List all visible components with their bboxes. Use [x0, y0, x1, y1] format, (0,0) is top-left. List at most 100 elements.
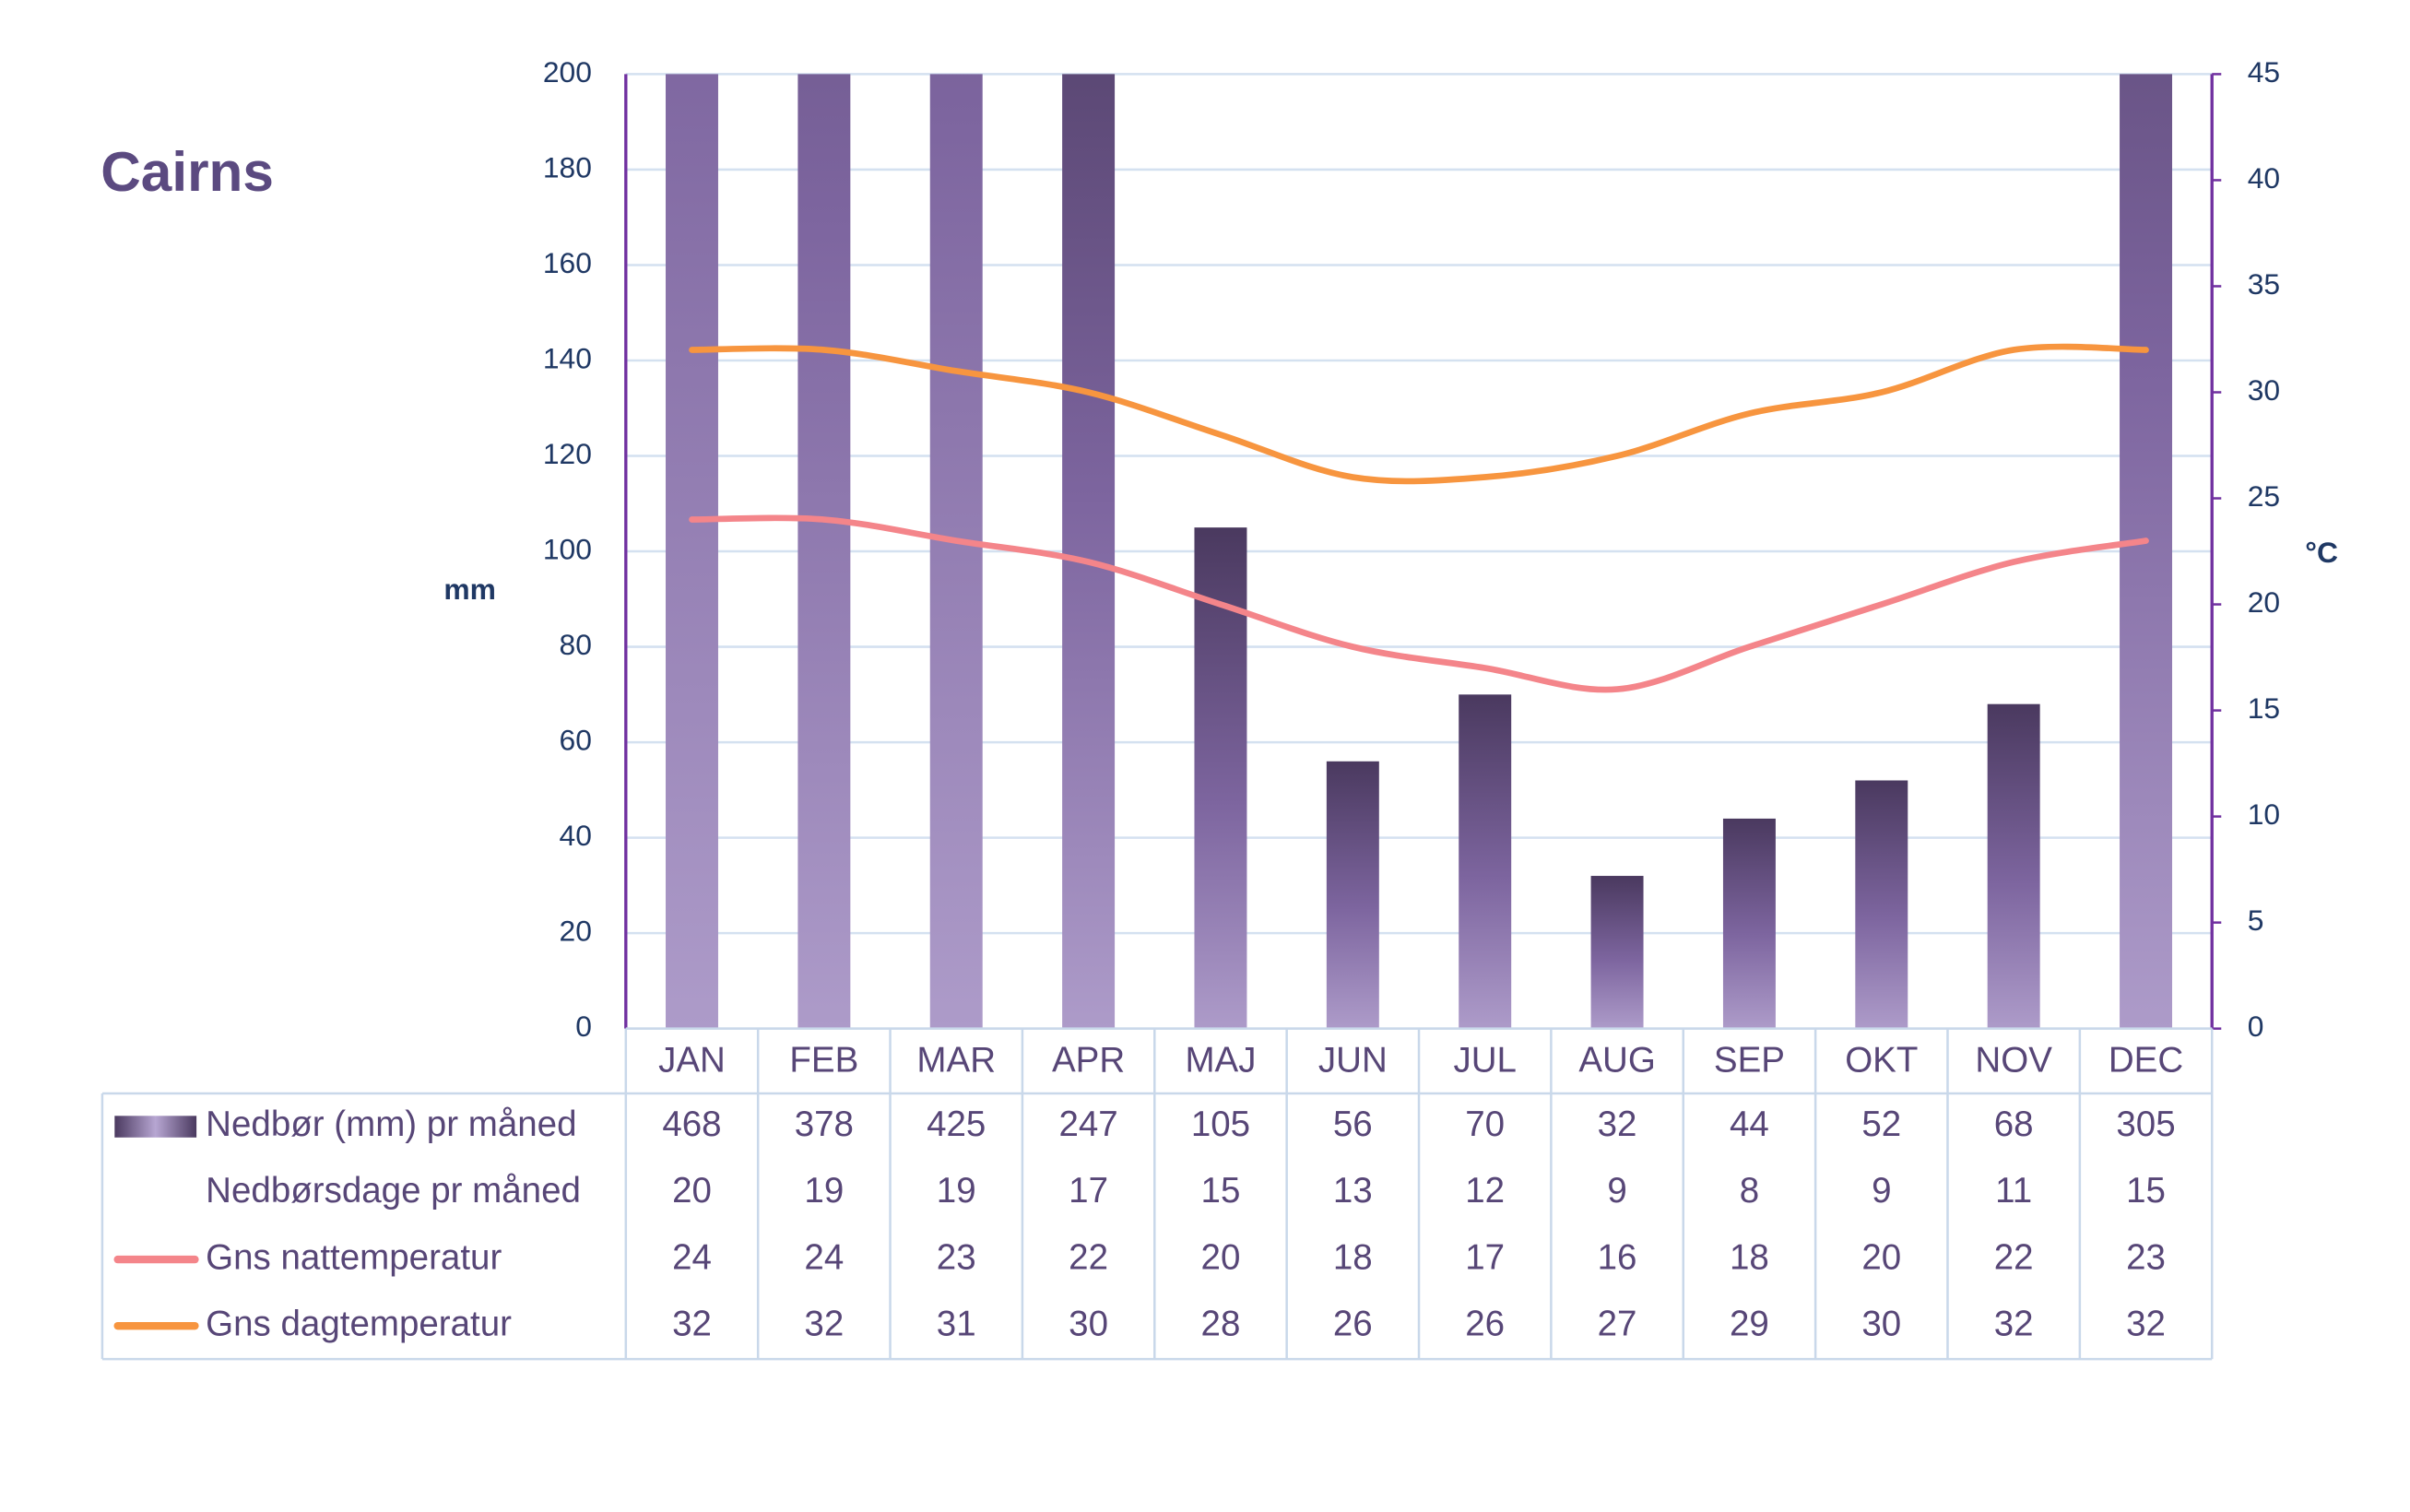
y2-tick-label: 5 — [2248, 904, 2264, 937]
table-value: 19 — [937, 1171, 976, 1211]
bar — [1855, 780, 1908, 1029]
bar — [1459, 694, 1512, 1029]
bar — [1326, 761, 1379, 1029]
x-tick-label: OKT — [1845, 1041, 1918, 1081]
lines — [689, 343, 2149, 693]
table-value: 20 — [672, 1171, 712, 1211]
table-value: 31 — [937, 1304, 976, 1343]
table-value: 28 — [1201, 1304, 1241, 1343]
table-value: 305 — [2116, 1104, 2175, 1144]
table-value: 70 — [1465, 1104, 1505, 1144]
table-value: 26 — [1465, 1304, 1505, 1343]
data-table: JAN FEB MAR APR MAJ JUN JUL AUG SEP OKT NOV DEC Nedb… — [100, 1027, 2214, 1361]
x-tick-label: DEC — [2109, 1041, 2183, 1081]
table-value: 23 — [937, 1237, 976, 1277]
y2-axis-label: °C — [2305, 536, 2338, 569]
bar — [2120, 74, 2173, 1029]
table-value: 378 — [795, 1104, 854, 1144]
table-value: 44 — [1730, 1104, 1769, 1144]
table-value: 9 — [1607, 1171, 1626, 1211]
table-value: 8 — [1740, 1171, 1759, 1211]
table-value: 29 — [1730, 1304, 1769, 1343]
y2-tick-label: 35 — [2248, 267, 2280, 301]
table-value: 24 — [804, 1237, 844, 1277]
table-value: 468 — [662, 1104, 721, 1144]
table-value: 27 — [1598, 1304, 1637, 1343]
y-tick-label: 0 — [575, 1010, 592, 1043]
bar — [1590, 876, 1644, 1029]
y-tick-label: 180 — [543, 150, 592, 183]
table-value: 16 — [1598, 1237, 1637, 1277]
table-value: 20 — [1201, 1237, 1241, 1277]
y2-tick-label: 20 — [2248, 585, 2280, 619]
grid — [625, 73, 2213, 1030]
y2-tick-label: 15 — [2248, 691, 2280, 725]
y2-tick-label: 25 — [2248, 479, 2280, 513]
table-value: 68 — [1994, 1104, 2034, 1144]
table-value: 425 — [927, 1104, 986, 1144]
legend-swatch — [114, 1116, 197, 1138]
table-value: 26 — [1333, 1304, 1373, 1343]
bar — [1722, 818, 1776, 1029]
table-value: 17 — [1465, 1237, 1505, 1277]
y2-tick-label: 10 — [2248, 797, 2280, 831]
x-tick-label: JUN — [1318, 1041, 1388, 1081]
table-value: 13 — [1333, 1171, 1373, 1211]
x-tick-label: JUL — [1453, 1041, 1517, 1081]
table-value: 11 — [1995, 1171, 2032, 1211]
bar — [797, 74, 851, 1029]
bar — [1062, 74, 1116, 1029]
y2-tick-label: 30 — [2248, 373, 2280, 407]
bar — [1987, 703, 2040, 1029]
y2-tick-label: 0 — [2248, 1010, 2264, 1043]
table-value: 32 — [672, 1304, 712, 1343]
table-value: 105 — [1191, 1104, 1250, 1144]
y-tick-label: 80 — [560, 628, 592, 661]
x-tick-label: NOV — [1975, 1041, 2052, 1081]
line — [689, 343, 2149, 485]
bar — [929, 74, 983, 1029]
x-tick-label: JAN — [658, 1041, 726, 1081]
table-value: 22 — [1994, 1237, 2034, 1277]
x-tick-label: APR — [1052, 1041, 1125, 1081]
legend-label: Nedbør (mm) pr måned — [206, 1104, 576, 1144]
table-value: 12 — [1465, 1171, 1505, 1211]
x-tick-label: FEB — [789, 1041, 858, 1081]
x-tick-label: MAJ — [1185, 1041, 1256, 1081]
y-tick-label: 120 — [543, 437, 592, 470]
legend-label: Gns dagtemperatur — [206, 1304, 512, 1343]
table-value: 32 — [1598, 1104, 1637, 1144]
table-value: 20 — [1861, 1237, 1901, 1277]
line — [689, 514, 2149, 693]
table-value: 52 — [1861, 1104, 1901, 1144]
x-tick-label: MAR — [916, 1041, 996, 1081]
y2-tick-label: 45 — [2248, 55, 2280, 89]
bar — [666, 74, 718, 1029]
y-tick-label: 160 — [543, 246, 592, 279]
y-tick-label: 100 — [543, 532, 592, 565]
y-tick-label: 40 — [560, 819, 592, 852]
y-tick-label: 20 — [560, 915, 592, 948]
table-value: 24 — [672, 1237, 712, 1277]
table-value: 15 — [1201, 1171, 1241, 1211]
x-tick-label: SEP — [1714, 1041, 1785, 1081]
y2-tick-label: 40 — [2248, 161, 2280, 195]
x-tick-label: AUG — [1578, 1041, 1655, 1081]
axes: 0 20 40 60 80 100 120 140 160 180 200 0 5 10 15 20 25 30 3… — [543, 55, 2280, 1043]
y-tick-label: 200 — [543, 55, 592, 89]
legend-label: Gns nattemperatur — [206, 1237, 502, 1277]
bars — [666, 74, 2173, 1029]
table-value: 32 — [2126, 1304, 2166, 1343]
chart-title: Cairns — [100, 140, 274, 203]
table-value: 15 — [2126, 1171, 2166, 1211]
y-axis-label: mm — [443, 573, 496, 606]
table-value: 247 — [1058, 1104, 1117, 1144]
table-value: 17 — [1069, 1171, 1108, 1211]
table-value: 22 — [1069, 1237, 1108, 1277]
table-value: 56 — [1333, 1104, 1373, 1144]
table-value: 18 — [1333, 1237, 1373, 1277]
table-value: 32 — [804, 1304, 844, 1343]
table-value: 19 — [804, 1171, 844, 1211]
